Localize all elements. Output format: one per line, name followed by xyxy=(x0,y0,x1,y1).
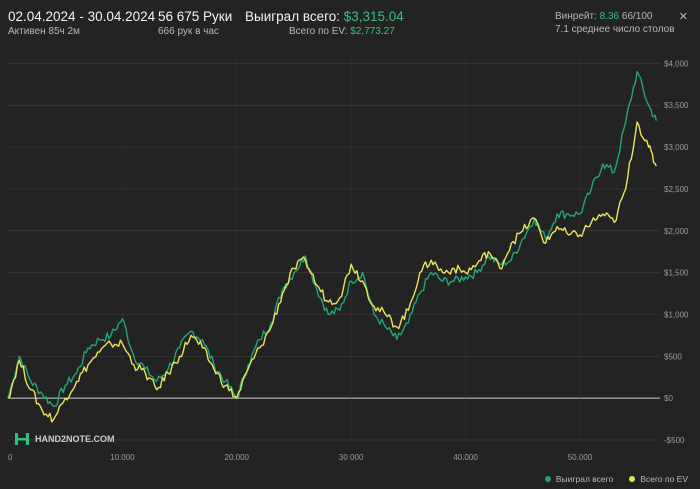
x-tick-label: 30 000 xyxy=(339,453,364,462)
y-tick-label: $2,000 xyxy=(664,227,689,236)
date-range: 02.04.2024 - 30.04.2024 xyxy=(8,9,156,24)
y-tick-label: $3,000 xyxy=(664,143,689,152)
winrate-value: 8.36 xyxy=(599,11,620,22)
x-tick-label: 0 xyxy=(8,453,13,462)
x-tick-label: 40.000 xyxy=(453,453,478,462)
x-axis-ticks: 0 10.000 20.000 30 000 40.000 50.000 xyxy=(8,453,593,462)
ev-label: Всего по EV: xyxy=(289,26,348,37)
ev-value: $2,773.27 xyxy=(350,26,395,37)
x-tick-label: 20.000 xyxy=(225,453,250,462)
hands-count: 56 675 Руки xyxy=(158,9,233,24)
y-tick-label: $4,000 xyxy=(664,59,689,68)
y-tick-label: $500 xyxy=(664,352,682,361)
x-tick-label: 50.000 xyxy=(568,453,593,462)
y-tick-label: $0 xyxy=(664,394,673,403)
won-value: $3,315.04 xyxy=(343,9,404,24)
avg-tables: 7.1 среднее число столов xyxy=(555,24,675,35)
hand2note-logo: HAND2NOTE.COM xyxy=(14,432,115,446)
y-tick-label: $1,000 xyxy=(664,310,689,319)
series-line-won xyxy=(7,71,657,408)
legend-label-won: Выиграл всего xyxy=(555,474,614,484)
y-tick-label: $3,500 xyxy=(664,101,689,110)
logo-text: HAND2NOTE.COM xyxy=(35,434,115,444)
close-icon[interactable]: ✕ xyxy=(678,11,688,23)
legend-item-won[interactable]: Выиграл всего xyxy=(544,474,614,484)
legend-label-ev: Всего по EV xyxy=(640,474,688,484)
hands-per-hour: 666 рук в час xyxy=(158,26,219,37)
won-total: Выиграл всего: $3,315.04 xyxy=(245,9,404,24)
won-label: Выиграл всего: xyxy=(245,9,340,24)
logo-icon xyxy=(15,433,29,445)
series-lines xyxy=(7,71,657,423)
legend-item-ev[interactable]: Всего по EV xyxy=(629,474,688,484)
y-tick-label: $1,500 xyxy=(664,269,689,278)
y-tick-label: $2,500 xyxy=(664,185,689,194)
grid xyxy=(7,55,660,441)
winrate-label: Винрейт: xyxy=(555,11,597,22)
y-tick-label: -$500 xyxy=(664,436,685,445)
ev-total: Всего по EV: $2,773.27 xyxy=(289,26,395,37)
legend-dot-ev xyxy=(629,476,636,482)
y-axis-ticks: -$500 $0 $500 $1,000 $1,500 $2,000 $2,500 $3,00… xyxy=(664,59,689,445)
series-line-ev xyxy=(7,121,657,423)
legend-dot-won xyxy=(544,476,551,482)
legend: Выиграл всего Всего по EV xyxy=(544,474,688,484)
winrate: Винрейт: 8.36 66/100 xyxy=(555,11,652,22)
active-time: Активен 85ч 2м xyxy=(8,26,80,37)
winrate-rest: 66/100 xyxy=(621,11,653,22)
x-tick-label: 10.000 xyxy=(110,453,135,462)
header: 02.04.2024 - 30.04.2024 Активен 85ч 2м 5… xyxy=(0,0,700,45)
